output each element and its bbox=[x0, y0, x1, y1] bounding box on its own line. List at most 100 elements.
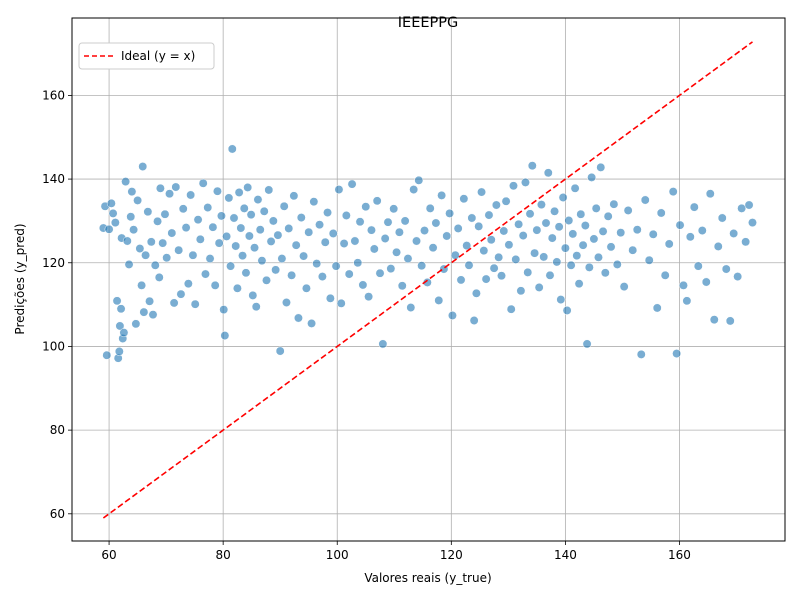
data-point bbox=[685, 232, 695, 242]
data-point bbox=[609, 199, 619, 209]
data-point bbox=[257, 256, 267, 266]
data-point bbox=[108, 208, 118, 218]
data-point bbox=[369, 244, 379, 254]
data-point bbox=[220, 331, 230, 341]
data-point bbox=[133, 195, 143, 205]
data-point bbox=[403, 254, 413, 264]
data-point bbox=[636, 349, 646, 359]
data-point bbox=[494, 252, 504, 262]
data-point bbox=[406, 303, 416, 312]
data-point bbox=[375, 268, 385, 278]
data-point bbox=[679, 280, 688, 290]
data-point bbox=[312, 259, 322, 269]
data-point bbox=[160, 209, 170, 219]
data-point bbox=[284, 224, 294, 233]
data-point bbox=[539, 252, 549, 262]
data-point bbox=[497, 271, 506, 281]
data-point bbox=[464, 260, 474, 270]
data-point bbox=[143, 207, 153, 217]
data-point bbox=[131, 319, 141, 329]
x-axis-label: Valores reais (y_true) bbox=[364, 571, 491, 585]
data-point bbox=[244, 231, 254, 241]
ideal-line-group bbox=[102, 41, 753, 519]
data-point bbox=[721, 264, 731, 274]
legend: Ideal (y = x) bbox=[78, 42, 215, 70]
data-point bbox=[145, 296, 155, 306]
data-point bbox=[489, 263, 499, 273]
data-point bbox=[239, 203, 249, 213]
data-point bbox=[547, 233, 557, 243]
data-point bbox=[554, 222, 564, 232]
data-point bbox=[231, 241, 241, 251]
data-point bbox=[582, 339, 592, 349]
data-point bbox=[264, 185, 274, 195]
data-point bbox=[717, 213, 727, 223]
data-point bbox=[153, 216, 163, 226]
data-point bbox=[162, 253, 172, 263]
data-point bbox=[334, 185, 344, 194]
data-point bbox=[299, 251, 309, 261]
data-point bbox=[116, 304, 126, 314]
data-point bbox=[262, 275, 271, 285]
data-point bbox=[511, 254, 521, 264]
data-point bbox=[509, 181, 518, 191]
data-point bbox=[675, 220, 685, 230]
data-point bbox=[279, 201, 289, 211]
data-point bbox=[570, 183, 580, 193]
data-point bbox=[378, 339, 388, 349]
data-point bbox=[344, 269, 354, 279]
data-point bbox=[431, 218, 441, 228]
data-point bbox=[383, 217, 393, 227]
data-point bbox=[386, 264, 396, 274]
data-point bbox=[190, 299, 200, 309]
data-point bbox=[358, 280, 368, 290]
data-point bbox=[442, 231, 452, 241]
data-point bbox=[566, 260, 576, 270]
data-point bbox=[167, 228, 177, 238]
data-point bbox=[514, 219, 524, 229]
data-point bbox=[309, 197, 319, 207]
data-point bbox=[222, 231, 232, 241]
data-point bbox=[741, 237, 751, 247]
data-point bbox=[350, 236, 360, 246]
data-point bbox=[198, 178, 208, 188]
data-point bbox=[339, 239, 349, 248]
data-point bbox=[259, 206, 269, 216]
data-point bbox=[713, 241, 723, 251]
data-point bbox=[155, 183, 165, 193]
data-point bbox=[664, 239, 674, 249]
data-point bbox=[619, 282, 629, 292]
data-point bbox=[216, 211, 226, 221]
data-point bbox=[304, 227, 314, 237]
data-point bbox=[701, 277, 711, 287]
data-point bbox=[392, 247, 402, 257]
data-point bbox=[479, 246, 489, 256]
data-point bbox=[556, 295, 566, 305]
data-point bbox=[733, 272, 743, 282]
grid-lines bbox=[72, 18, 785, 541]
data-point bbox=[462, 241, 472, 251]
data-point bbox=[689, 202, 699, 212]
data-point bbox=[208, 222, 218, 232]
data-point bbox=[266, 236, 276, 246]
data-point bbox=[224, 193, 234, 203]
data-point bbox=[474, 221, 484, 231]
data-point bbox=[628, 245, 638, 255]
data-point bbox=[277, 254, 287, 264]
data-point bbox=[467, 213, 477, 223]
data-point bbox=[562, 306, 572, 315]
data-point bbox=[112, 296, 122, 306]
data-point bbox=[414, 175, 424, 185]
data-point bbox=[697, 226, 707, 235]
data-point bbox=[623, 206, 633, 215]
data-point bbox=[341, 211, 351, 220]
data-point bbox=[227, 144, 237, 154]
data-point bbox=[672, 349, 682, 359]
data-point bbox=[394, 227, 404, 237]
data-points bbox=[98, 144, 757, 363]
legend-label: Ideal (y = x) bbox=[121, 49, 195, 63]
data-point bbox=[146, 237, 156, 247]
data-point bbox=[232, 283, 242, 293]
data-point bbox=[412, 236, 421, 246]
